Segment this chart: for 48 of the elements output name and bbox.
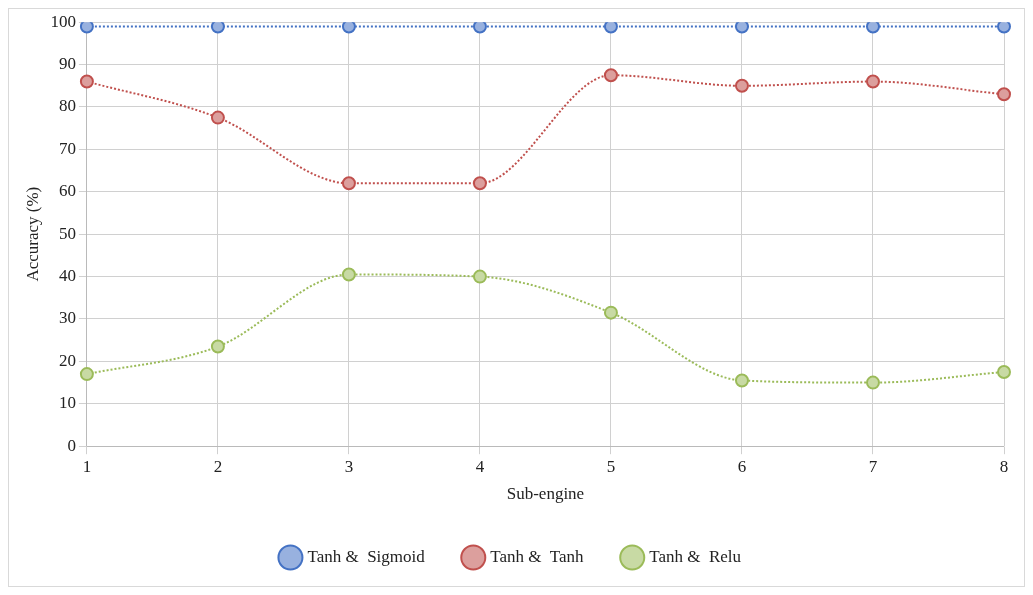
- y-axis-title: Accuracy (%): [22, 186, 42, 282]
- x-tick-label: 3: [344, 456, 354, 476]
- point: [210, 339, 225, 354]
- point: [603, 22, 618, 34]
- point: [210, 22, 225, 34]
- point: [341, 176, 356, 191]
- point: [472, 22, 487, 34]
- y-tick-label: 70: [58, 138, 76, 158]
- point: [997, 87, 1011, 102]
- point: [865, 22, 880, 34]
- point: [210, 110, 225, 125]
- point: [734, 78, 749, 93]
- y-tick-label: 20: [58, 350, 76, 370]
- point: [734, 373, 749, 388]
- x-tick-label: 4: [475, 456, 485, 476]
- x-axis-title: Sub-engine: [506, 484, 585, 504]
- point: [79, 22, 94, 34]
- y-tick-label: 0: [67, 435, 76, 455]
- x-tick-label: 6: [737, 456, 747, 476]
- point: [997, 22, 1011, 34]
- x-tick-label: 5: [606, 456, 616, 476]
- point: [603, 68, 618, 83]
- point: [341, 22, 356, 34]
- point: [734, 22, 749, 34]
- x-tick-label: 8: [999, 456, 1009, 476]
- point: [865, 74, 880, 89]
- point: [472, 269, 487, 284]
- point: [603, 305, 618, 320]
- point: [997, 365, 1011, 379]
- point: [79, 367, 94, 382]
- point: [472, 176, 487, 191]
- y-tick-label: 100: [50, 11, 76, 31]
- x-tick-label: 7: [868, 456, 878, 476]
- y-tick-label: 80: [58, 96, 76, 116]
- point: [865, 375, 880, 390]
- y-tick-label: 40: [58, 266, 76, 286]
- x-tick-label: 1: [82, 456, 92, 476]
- point: [79, 74, 94, 89]
- legend-label: Tanh & Tanh: [490, 546, 584, 566]
- x-tick-label: 2: [213, 456, 223, 476]
- y-tick-label: 50: [58, 223, 76, 243]
- point: [341, 267, 356, 282]
- y-tick-label: 10: [58, 393, 76, 413]
- y-tick-label: 60: [58, 181, 76, 201]
- y-tick-label: 30: [58, 308, 76, 328]
- legend-label: Tanh & Sigmoid: [307, 546, 426, 566]
- legend-label: Tanh & Relu: [649, 546, 742, 566]
- y-tick-label: 90: [58, 54, 76, 74]
